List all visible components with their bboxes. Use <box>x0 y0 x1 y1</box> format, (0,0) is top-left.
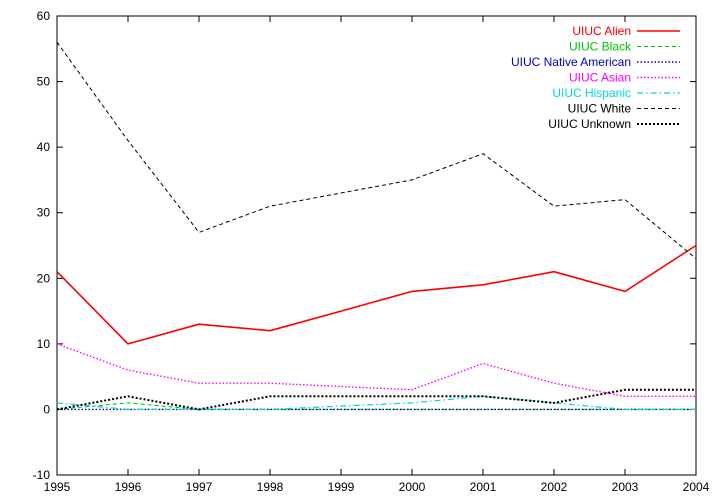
legend-label-uiuc-asian: UIUC Asian <box>569 71 631 85</box>
x-tick-label: 1999 <box>328 480 355 494</box>
legend-label-uiuc-hispanic: UIUC Hispanic <box>552 86 631 100</box>
x-tick-label: 2003 <box>612 480 639 494</box>
axes: -10 0 10 20 30 40 50 60 1995 1996 1997 1998 1999 2000… <box>33 9 710 494</box>
y-tick-label: 20 <box>37 271 51 285</box>
x-tick-label: 1995 <box>44 480 71 494</box>
x-tick-label: 2002 <box>541 480 568 494</box>
x-tick-label: 2000 <box>399 480 426 494</box>
series-line-uiuc-unknown <box>56 388 696 411</box>
y-tick-label: 10 <box>37 337 51 351</box>
x-tick-label: 1996 <box>115 480 142 494</box>
legend-label-uiuc-white: UIUC White <box>568 102 632 116</box>
legend-label-uiuc-unknown: UIUC Unknown <box>548 117 631 131</box>
series-line-uiuc-white <box>56 41 697 259</box>
x-tick-label: 2001 <box>470 480 497 494</box>
y-tick-label: 40 <box>37 140 51 154</box>
y-tick-label: 60 <box>37 9 51 23</box>
x-tick-label: 1997 <box>186 480 213 494</box>
series-line-uiuc-alien <box>56 244 697 345</box>
legend-label-uiuc-native-american: UIUC Native American <box>511 55 631 69</box>
series-lines <box>56 41 697 411</box>
y-tick-label: 0 <box>43 402 50 416</box>
legend-label-uiuc-black: UIUC Black <box>569 40 632 54</box>
y-tick-label: -10 <box>33 468 51 482</box>
y-tick-label: 50 <box>37 75 51 89</box>
x-tick-label: 2004 <box>683 480 710 494</box>
plot-frame <box>56 15 697 476</box>
x-tick-label: 1998 <box>257 480 284 494</box>
series-line-uiuc-hispanic <box>56 395 696 410</box>
series-line-uiuc-black <box>56 402 696 410</box>
legend-label-uiuc-alien: UIUC Alien <box>572 24 631 38</box>
series-line-uiuc-asian <box>56 343 696 397</box>
y-tick-label: 30 <box>37 206 51 220</box>
